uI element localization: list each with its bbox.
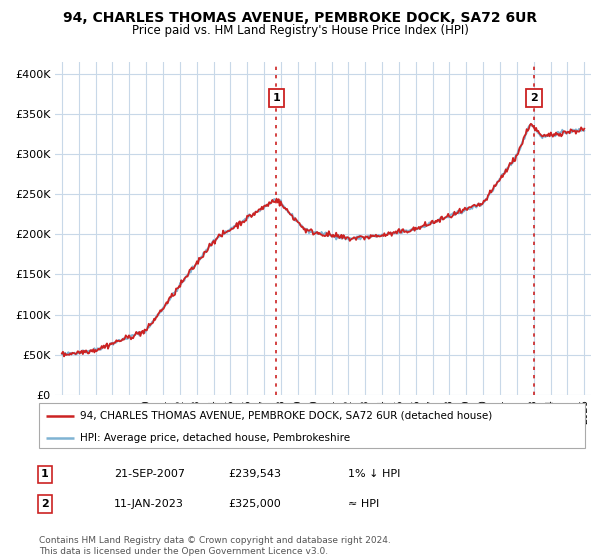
Text: 1% ↓ HPI: 1% ↓ HPI — [348, 469, 400, 479]
Text: 94, CHARLES THOMAS AVENUE, PEMBROKE DOCK, SA72 6UR (detached house): 94, CHARLES THOMAS AVENUE, PEMBROKE DOCK… — [80, 410, 492, 421]
Text: Price paid vs. HM Land Registry's House Price Index (HPI): Price paid vs. HM Land Registry's House … — [131, 24, 469, 36]
Text: 2: 2 — [530, 93, 538, 102]
Text: 94, CHARLES THOMAS AVENUE, PEMBROKE DOCK, SA72 6UR: 94, CHARLES THOMAS AVENUE, PEMBROKE DOCK… — [63, 11, 537, 25]
Text: £239,543: £239,543 — [228, 469, 281, 479]
Text: 1: 1 — [272, 93, 280, 102]
Text: Contains HM Land Registry data © Crown copyright and database right 2024.
This d: Contains HM Land Registry data © Crown c… — [39, 536, 391, 556]
Text: 21-SEP-2007: 21-SEP-2007 — [114, 469, 185, 479]
Text: HPI: Average price, detached house, Pembrokeshire: HPI: Average price, detached house, Pemb… — [80, 433, 350, 443]
Text: £325,000: £325,000 — [228, 499, 281, 509]
Text: 1: 1 — [41, 469, 49, 479]
Text: ≈ HPI: ≈ HPI — [348, 499, 379, 509]
Text: 2: 2 — [41, 499, 49, 509]
Text: 11-JAN-2023: 11-JAN-2023 — [114, 499, 184, 509]
